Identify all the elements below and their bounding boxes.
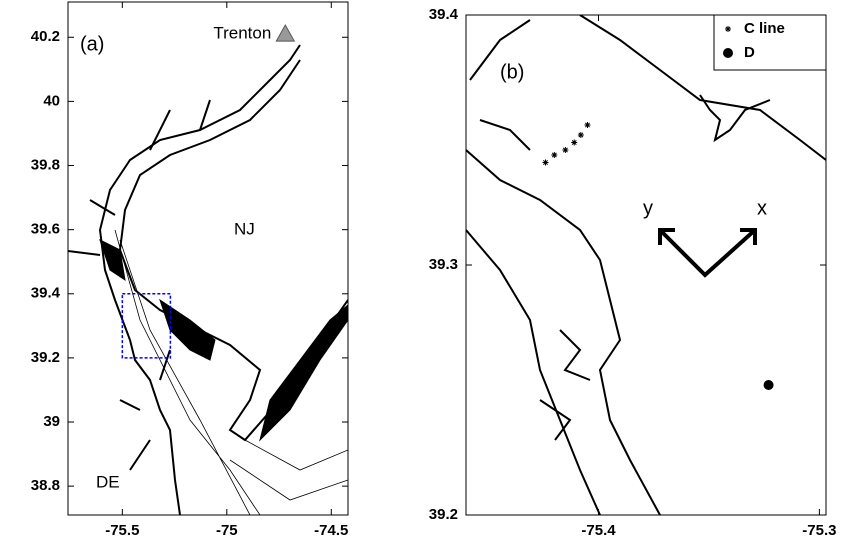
- y-tick-label: 39.4: [31, 285, 61, 302]
- station-point: [763, 380, 774, 390]
- y-tick-label: 39.2: [31, 349, 60, 366]
- axis-label: y: [643, 197, 653, 219]
- y-tick-label: 40: [43, 92, 60, 109]
- coastline-a: [68, 44, 348, 515]
- axes-frame: [465, 14, 827, 516]
- station-point: [562, 147, 569, 153]
- x-tick-label: -74.5: [314, 522, 348, 539]
- y-tick-label: 39.4: [429, 6, 459, 23]
- legend-marker: [723, 48, 733, 58]
- x-tick-label: -75.3: [802, 522, 836, 539]
- y-tick-label: 39: [43, 413, 60, 430]
- panel-label: (b): [500, 61, 524, 83]
- panel-label: (a): [80, 33, 104, 55]
- station-point: [577, 132, 584, 138]
- coastline-b: [466, 15, 826, 515]
- y-tick-label: 39.2: [429, 506, 458, 523]
- y-tick-label: 39.6: [31, 221, 60, 238]
- station-marker: [275, 24, 296, 42]
- station-point: [542, 159, 549, 166]
- compass: [658, 228, 757, 278]
- legend-marker: [725, 26, 731, 32]
- legend: [713, 14, 827, 71]
- x-tick-label: -75: [216, 522, 238, 539]
- station-point: [551, 152, 558, 158]
- station-label: Trenton: [213, 24, 271, 43]
- station-point: [571, 139, 578, 146]
- legend-label: C line: [744, 20, 785, 37]
- x-tick-label: -75.4: [581, 522, 616, 539]
- y-tick-label: 39.8: [31, 156, 60, 173]
- place-label: NJ: [234, 219, 255, 238]
- axes-frame: [67, 1, 349, 516]
- axis-label: x: [757, 197, 767, 219]
- station-point: [584, 122, 591, 128]
- place-label: DE: [96, 472, 120, 491]
- y-tick-label: 38.8: [31, 477, 60, 494]
- y-tick-label: 40.2: [31, 28, 60, 45]
- y-tick-label: 39.3: [429, 256, 458, 273]
- legend-label: D: [744, 44, 755, 61]
- study-region: [121, 293, 172, 359]
- x-tick-label: -75.5: [105, 522, 139, 539]
